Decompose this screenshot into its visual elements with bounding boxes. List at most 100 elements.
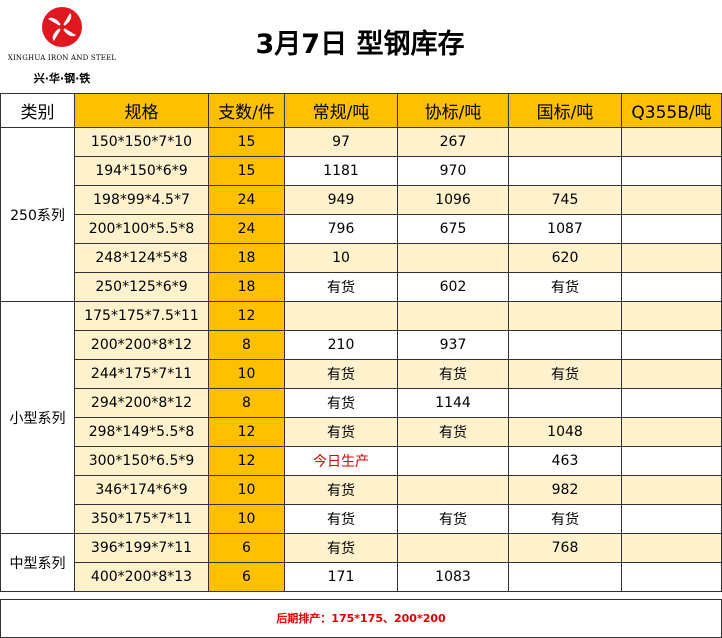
assoc-cell bbox=[397, 533, 509, 563]
table-row: 350*175*7*11 10 有货 有货 有货 bbox=[1, 504, 722, 534]
logo-english-name: XINGHUA IRON AND STEEL bbox=[7, 54, 117, 62]
q355b-cell bbox=[621, 301, 722, 331]
pinwheel-logo-icon bbox=[42, 7, 82, 47]
assoc-cell: 937 bbox=[397, 330, 509, 360]
regular-cell: 有货 bbox=[284, 533, 398, 563]
spec-cell: 400*200*8*13 bbox=[74, 562, 209, 592]
count-cell: 6 bbox=[208, 562, 285, 592]
spec-cell: 175*175*7.5*11 bbox=[74, 301, 209, 331]
national-cell: 982 bbox=[508, 475, 622, 505]
assoc-cell: 1096 bbox=[397, 185, 509, 215]
spec-cell: 346*174*6*9 bbox=[74, 475, 209, 505]
assoc-cell bbox=[397, 446, 509, 476]
count-cell: 24 bbox=[208, 214, 285, 244]
category-cell: 中型系列 bbox=[0, 533, 75, 592]
header-category: 类别 bbox=[0, 93, 75, 128]
table-row: 198*99*4.5*7 24 949 1096 745 bbox=[1, 185, 722, 215]
table-row: 294*200*8*12 8 有货 1144 bbox=[1, 388, 722, 418]
regular-cell: 有货 bbox=[284, 272, 398, 302]
count-cell: 10 bbox=[208, 475, 285, 505]
count-cell: 18 bbox=[208, 243, 285, 273]
national-cell bbox=[508, 388, 622, 418]
table-row: 200*100*5.5*8 24 796 675 1087 bbox=[1, 214, 722, 244]
q355b-cell bbox=[621, 359, 722, 389]
assoc-cell: 有货 bbox=[397, 504, 509, 534]
regular-cell: 今日生产 bbox=[284, 446, 398, 476]
spec-cell: 150*150*7*10 bbox=[74, 127, 209, 157]
table-row: 200*200*8*12 8 210 937 bbox=[1, 330, 722, 360]
spec-cell: 244*175*7*11 bbox=[74, 359, 209, 389]
spec-cell: 298*149*5.5*8 bbox=[74, 417, 209, 447]
count-cell: 10 bbox=[208, 359, 285, 389]
national-cell bbox=[508, 330, 622, 360]
national-cell bbox=[508, 156, 622, 186]
assoc-cell: 有货 bbox=[397, 417, 509, 447]
page-header: XINGHUA IRON AND STEEL 兴·华·钢·铁 3月7日 型钢库存 bbox=[0, 0, 722, 92]
table-row: 298*149*5.5*8 12 有货 有货 1048 bbox=[1, 417, 722, 447]
regular-cell: 10 bbox=[284, 243, 398, 273]
table-row: 小型系列 175*175*7.5*11 12 bbox=[0, 301, 722, 534]
assoc-cell: 602 bbox=[397, 272, 509, 302]
spec-cell: 200*200*8*12 bbox=[74, 330, 209, 360]
regular-cell: 97 bbox=[284, 127, 398, 157]
header-spec: 规格 bbox=[74, 93, 209, 128]
q355b-cell bbox=[621, 272, 722, 302]
spec-cell: 396*199*7*11 bbox=[74, 533, 209, 563]
table-row: 250系列 150*150*7*10 15 97 267 bbox=[0, 127, 722, 302]
q355b-cell bbox=[621, 214, 722, 244]
assoc-cell: 有货 bbox=[397, 359, 509, 389]
table-row: 300*150*6.5*9 12 今日生产 463 bbox=[1, 446, 722, 476]
spec-cell: 250*125*6*9 bbox=[74, 272, 209, 302]
inventory-table: 类别 规格 支数/件 常规/吨 协标/吨 国标/吨 Q355B/吨 250系列 … bbox=[0, 93, 722, 592]
assoc-cell bbox=[397, 475, 509, 505]
q355b-cell bbox=[621, 156, 722, 186]
assoc-cell bbox=[397, 301, 509, 331]
assoc-cell: 970 bbox=[397, 156, 509, 186]
q355b-cell bbox=[621, 417, 722, 447]
count-cell: 15 bbox=[208, 127, 285, 157]
count-cell: 12 bbox=[208, 446, 285, 476]
q355b-cell bbox=[621, 446, 722, 476]
regular-cell: 有货 bbox=[284, 417, 398, 447]
header-q355b: Q355B/吨 bbox=[621, 93, 722, 128]
assoc-cell: 1083 bbox=[397, 562, 509, 592]
table-header-row: 类别 规格 支数/件 常规/吨 协标/吨 国标/吨 Q355B/吨 bbox=[0, 93, 722, 128]
count-cell: 8 bbox=[208, 330, 285, 360]
national-cell: 620 bbox=[508, 243, 622, 273]
table-row: 248*124*5*8 18 10 620 bbox=[1, 243, 722, 273]
regular-cell: 1181 bbox=[284, 156, 398, 186]
q355b-cell bbox=[621, 330, 722, 360]
national-cell: 463 bbox=[508, 446, 622, 476]
table-row: 244*175*7*11 10 有货 有货 有货 bbox=[1, 359, 722, 389]
national-cell bbox=[508, 562, 622, 592]
assoc-cell bbox=[397, 243, 509, 273]
header-assoc-standard: 协标/吨 bbox=[397, 93, 509, 128]
table-row: 346*174*6*9 10 有货 982 bbox=[1, 475, 722, 505]
count-cell: 8 bbox=[208, 388, 285, 418]
count-cell: 12 bbox=[208, 301, 285, 331]
spec-cell: 200*100*5.5*8 bbox=[74, 214, 209, 244]
count-cell: 10 bbox=[208, 504, 285, 534]
count-cell: 12 bbox=[208, 417, 285, 447]
q355b-cell bbox=[621, 533, 722, 563]
regular-cell: 有货 bbox=[284, 388, 398, 418]
table-row: 中型系列 396*199*7*11 6 有货 768 bbox=[0, 533, 722, 592]
spec-cell: 248*124*5*8 bbox=[74, 243, 209, 273]
header-national-standard: 国标/吨 bbox=[508, 93, 622, 128]
table-row: 400*200*8*13 6 171 1083 bbox=[1, 562, 722, 592]
logo-chinese-name: 兴·华·钢·铁 bbox=[33, 72, 91, 85]
regular-cell bbox=[284, 301, 398, 331]
spec-cell: 198*99*4.5*7 bbox=[74, 185, 209, 215]
header-count: 支数/件 bbox=[208, 93, 285, 128]
count-cell: 6 bbox=[208, 533, 285, 563]
table-row: 194*150*6*9 15 1181 970 bbox=[1, 156, 722, 186]
q355b-cell bbox=[621, 562, 722, 592]
q355b-cell bbox=[621, 243, 722, 273]
assoc-cell: 675 bbox=[397, 214, 509, 244]
national-cell: 1087 bbox=[508, 214, 622, 244]
spec-cell: 294*200*8*12 bbox=[74, 388, 209, 418]
national-cell bbox=[508, 127, 622, 157]
header-regular: 常规/吨 bbox=[284, 93, 398, 128]
national-cell: 1048 bbox=[508, 417, 622, 447]
company-logo: XINGHUA IRON AND STEEL 兴·华·钢·铁 bbox=[4, 4, 120, 88]
